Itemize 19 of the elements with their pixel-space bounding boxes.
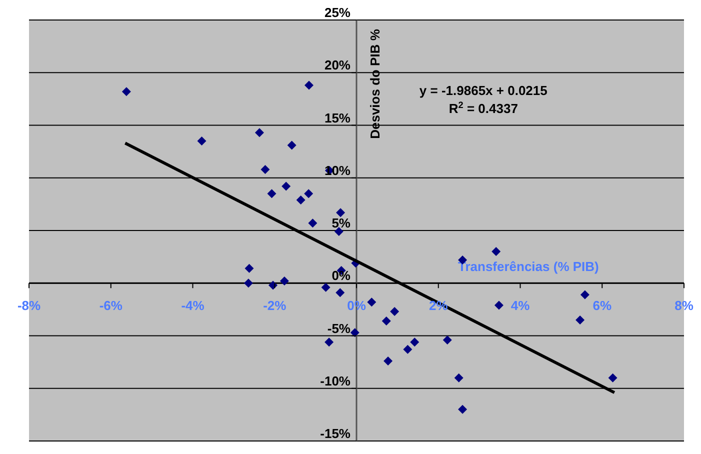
y-tick-label: -15%: [320, 426, 351, 441]
y-tick-label: 5%: [332, 216, 351, 230]
x-tick-label: 8%: [674, 298, 694, 314]
y-tick-label: 0%: [332, 268, 351, 284]
x-tick-label: 6%: [592, 298, 612, 314]
y-tick-label: 25%: [324, 5, 351, 20]
x-tick-label: 4%: [510, 298, 530, 314]
y-tick-label: -10%: [320, 373, 351, 388]
x-tick-label: -2%: [263, 298, 287, 314]
y-tick-label: 15%: [324, 110, 351, 126]
y-axis-title: Desvios do PIB %: [368, 28, 382, 139]
x-axis-title: Transferências (% PIB): [458, 259, 599, 274]
x-tick-label: -8%: [17, 298, 41, 314]
annotation: y = -1.9865x + 0.0215: [419, 83, 548, 98]
x-tick-label: -4%: [181, 298, 205, 314]
y-tick-label: 20%: [324, 58, 351, 73]
y-tick-label: -5%: [327, 320, 351, 336]
annotation: R$^{2}$ = 0.4337: [448, 100, 518, 116]
x-tick-label: -6%: [99, 298, 123, 314]
